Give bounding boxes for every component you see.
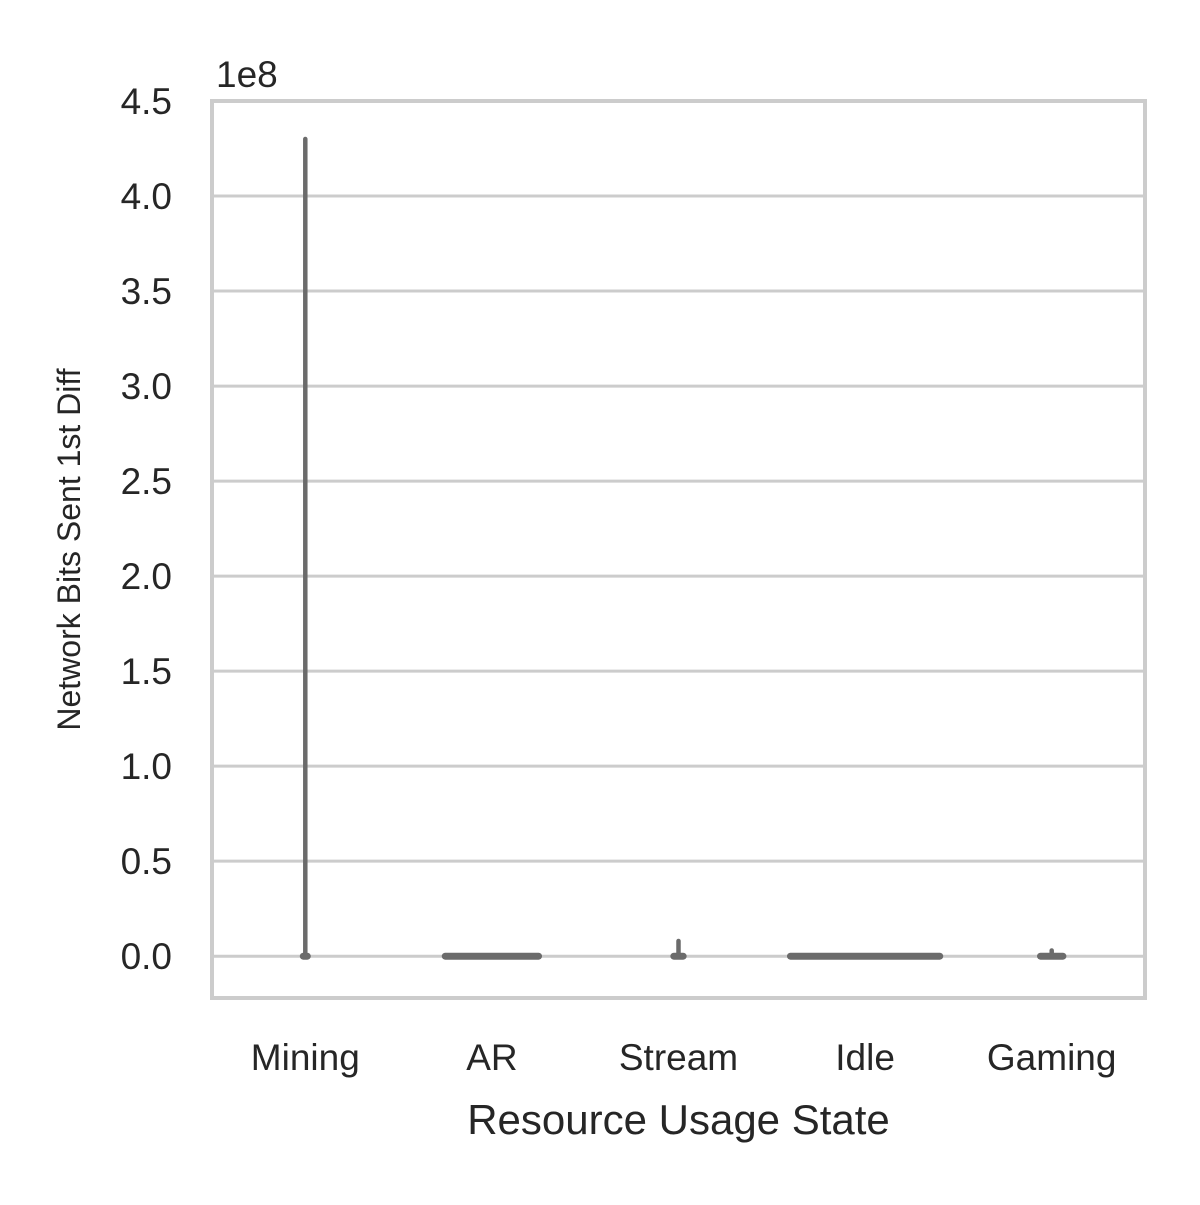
x-axis-title: Resource Usage State — [467, 1096, 890, 1143]
y-tick-label: 3.0 — [121, 366, 172, 407]
violin-stream — [670, 938, 687, 960]
x-tick-label: Gaming — [987, 1037, 1117, 1078]
y-tick-label: 0.0 — [121, 936, 172, 977]
marks-layer — [299, 136, 1067, 960]
y-tick-label: 4.5 — [121, 81, 172, 122]
plot-frame — [210, 99, 1147, 1000]
x-tick-label: Mining — [251, 1037, 360, 1078]
y-tick-label: 2.5 — [121, 461, 172, 502]
x-tick-labels: Mining AR Stream Idle Gaming — [251, 1037, 1117, 1078]
x-tick-label: AR — [466, 1037, 517, 1078]
y-tick-label: 4.0 — [121, 176, 172, 217]
violin-mining — [299, 136, 311, 960]
y-tick-label: 1.5 — [121, 651, 172, 692]
violin-gaming — [1037, 948, 1067, 960]
y-tick-labels: 0.0 0.5 1.0 1.5 2.0 2.5 3.0 3.5 4.0 4.5 — [121, 81, 172, 977]
y-axis-title: Network Bits Sent 1st Diff — [51, 368, 87, 730]
y-tick-label: 3.5 — [121, 271, 172, 312]
x-tick-label: Idle — [835, 1037, 895, 1078]
y-tick-label: 0.5 — [121, 841, 172, 882]
x-tick-label: Stream — [619, 1037, 738, 1078]
y-offset-label: 1e8 — [216, 54, 278, 95]
y-tick-label: 1.0 — [121, 746, 172, 787]
y-tick-label: 2.0 — [121, 556, 172, 597]
